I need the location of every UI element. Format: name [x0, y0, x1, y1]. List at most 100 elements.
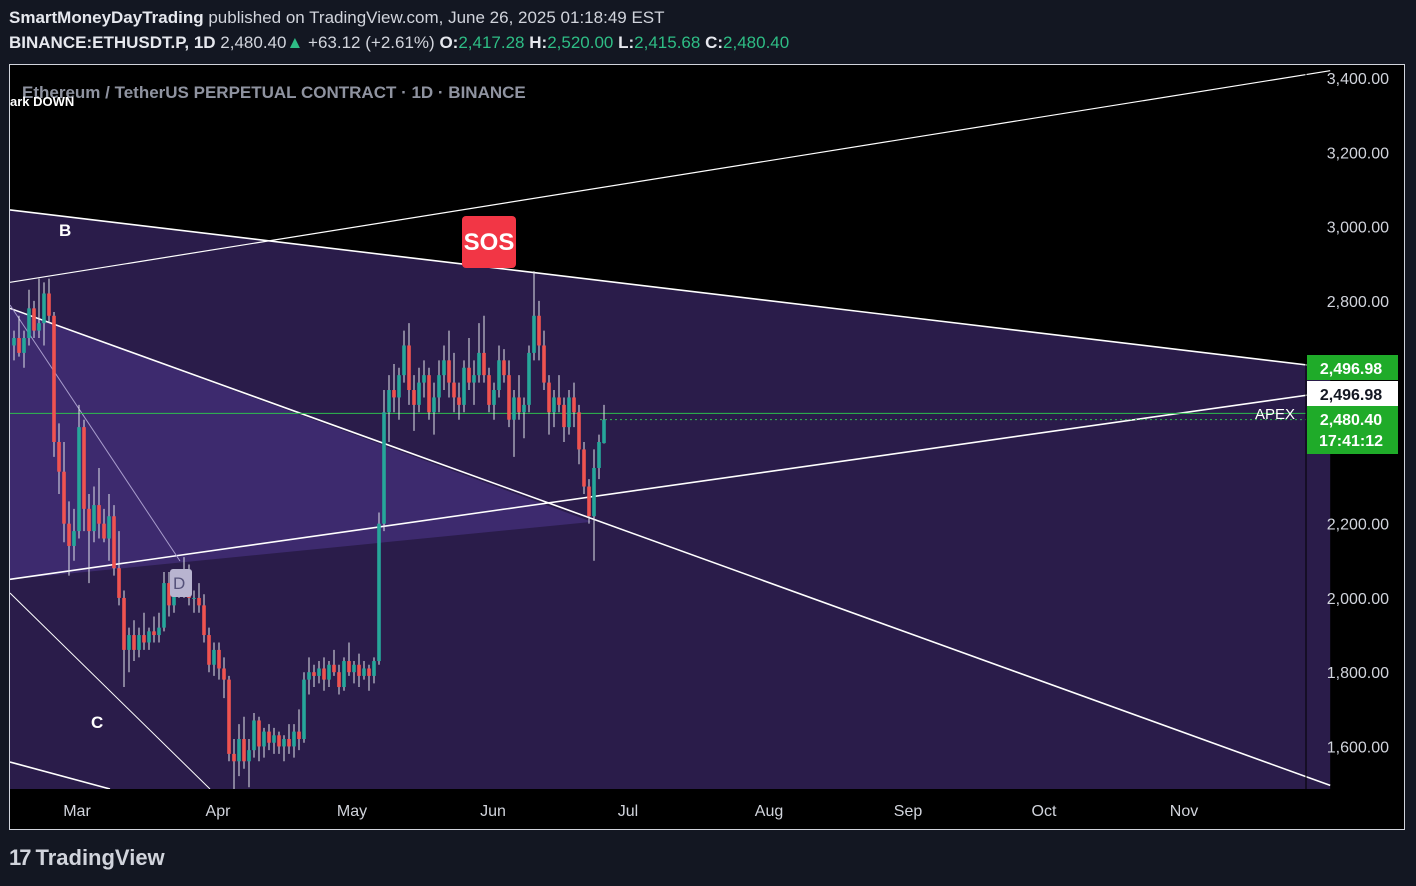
candle-body — [402, 345, 406, 376]
candle — [532, 271, 536, 361]
symbol-label: BINANCE:ETHUSDT.P, 1D — [9, 33, 216, 52]
candle — [427, 367, 431, 420]
candle-body — [42, 293, 46, 324]
price-tag-apex — [1307, 381, 1398, 406]
candle — [392, 364, 396, 413]
candle — [262, 727, 266, 758]
candle — [467, 338, 471, 391]
candle — [442, 345, 446, 391]
candle-body — [57, 441, 61, 472]
chart-pane[interactable]: 3,400.00 3,200.00 3,000.00 2,800.00 2,200.00… — [9, 64, 1405, 830]
candle — [287, 724, 291, 754]
candle-body — [497, 360, 501, 391]
candle-body — [262, 731, 266, 747]
candle-body — [82, 427, 86, 509]
candle — [12, 330, 16, 361]
candle — [377, 512, 381, 665]
candle — [237, 724, 241, 777]
candle — [52, 312, 56, 457]
candle-body — [547, 382, 551, 413]
candle — [57, 423, 61, 494]
candle-body — [37, 323, 41, 331]
tradingview-logo[interactable]: 17 TradingView — [9, 845, 165, 871]
candle-body — [72, 531, 76, 546]
x-tick-label: Mar — [63, 803, 91, 820]
candle-body — [382, 412, 386, 524]
candle — [212, 642, 216, 676]
candle-body — [232, 753, 236, 762]
candle — [372, 657, 376, 684]
upper-blank-zone — [10, 65, 1331, 368]
candle — [167, 571, 171, 617]
candle-body — [307, 672, 311, 680]
author-name[interactable]: SmartMoneyDayTrading — [9, 8, 204, 27]
x-tick-label: Oct — [1032, 803, 1057, 820]
candle — [547, 375, 551, 435]
x-tick-label: Jun — [480, 803, 506, 820]
candle-body — [427, 375, 431, 413]
wedge-zone — [10, 209, 1331, 789]
candle-body — [132, 635, 136, 650]
candle-body — [152, 631, 156, 636]
y-tick-label: 3,400.00 — [1327, 71, 1389, 88]
candle — [47, 278, 51, 324]
candle-body — [412, 390, 416, 405]
x-axis-bg — [10, 789, 1404, 829]
candle — [602, 404, 606, 444]
sos-badge — [462, 216, 516, 268]
candle-body — [352, 664, 356, 673]
candle-body — [522, 404, 526, 413]
candle-body — [17, 338, 21, 353]
candle-body — [167, 583, 171, 606]
candle — [567, 390, 571, 435]
candle-body — [92, 505, 96, 532]
candle-body — [312, 672, 316, 676]
candle-body — [432, 397, 436, 413]
candle-body — [157, 627, 161, 636]
x-tick-label: May — [337, 803, 367, 820]
candle — [347, 642, 351, 676]
candle-body — [487, 375, 491, 405]
candle — [462, 360, 466, 413]
candle-body — [27, 308, 31, 339]
candle — [92, 486, 96, 543]
candle — [27, 289, 31, 346]
candle-body — [397, 375, 401, 398]
candle — [562, 397, 566, 442]
candle-body — [457, 397, 461, 405]
candle-body — [347, 661, 351, 673]
candle — [107, 493, 111, 561]
candle-body — [572, 397, 576, 413]
candle — [517, 375, 521, 420]
candle — [117, 531, 121, 606]
candle — [192, 590, 196, 613]
price-chart[interactable]: 3,400.00 3,200.00 3,000.00 2,800.00 2,200.00… — [10, 65, 1404, 829]
mark-down-label: ark DOWN — [10, 94, 74, 109]
candle-body — [47, 293, 51, 316]
countdown-text: 17:41:12 — [1319, 433, 1383, 450]
channel-line-b — [10, 761, 111, 790]
candle — [247, 739, 251, 788]
candle-body — [77, 427, 81, 532]
candle — [32, 300, 36, 339]
candle-body — [287, 739, 291, 747]
candle-body — [502, 360, 506, 376]
candle — [512, 390, 516, 457]
candle-body — [257, 720, 261, 747]
x-tick-label: Sep — [894, 803, 923, 820]
candle — [502, 349, 506, 383]
open-label: O: — [439, 33, 459, 52]
candle — [432, 382, 436, 435]
candle — [207, 627, 211, 673]
candle-body — [322, 668, 326, 680]
candle-body — [577, 412, 581, 450]
candle — [322, 657, 326, 691]
close-label: C: — [705, 33, 724, 52]
publish-info: SmartMoneyDayTrading published on Tradin… — [9, 8, 665, 28]
candle-body — [417, 382, 421, 405]
candle-body — [492, 390, 496, 405]
candle-body — [552, 397, 556, 413]
candle — [152, 616, 156, 643]
x-tick-label: Nov — [1170, 803, 1198, 820]
candle-body — [437, 375, 441, 398]
